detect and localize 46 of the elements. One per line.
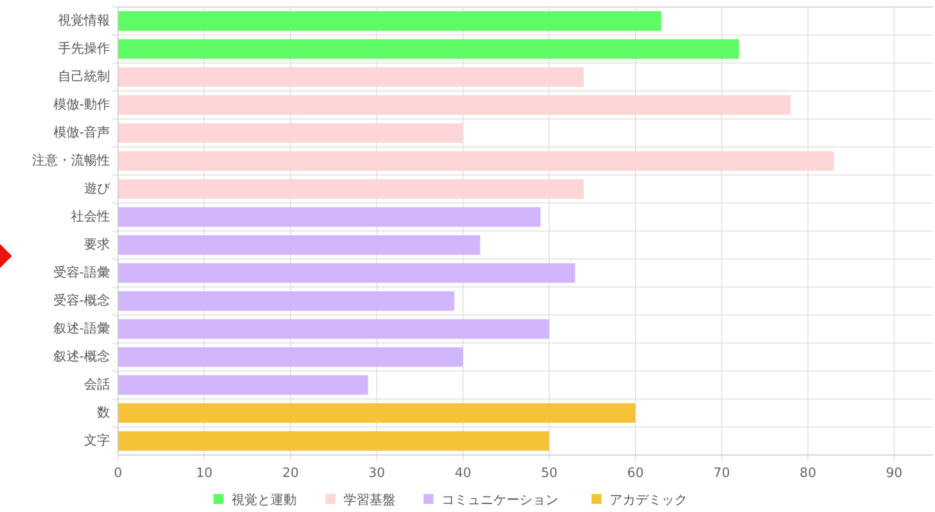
y-tick-label: 要求 bbox=[84, 238, 110, 252]
bar bbox=[118, 179, 584, 199]
x-tick-label: 60 bbox=[627, 466, 644, 481]
y-tick-label: 受容-語彙 bbox=[53, 264, 110, 280]
legend-label: コミュニケーション bbox=[442, 493, 558, 508]
y-tick-label: 模倣-動作 bbox=[53, 98, 110, 112]
bar bbox=[118, 95, 791, 115]
bar bbox=[118, 235, 480, 255]
legend-label: アカデミック bbox=[610, 493, 688, 508]
y-tick-label: 数 bbox=[97, 406, 110, 420]
y-tick-label: 文字 bbox=[84, 432, 110, 448]
bar bbox=[118, 347, 463, 367]
x-tick-label: 40 bbox=[454, 466, 472, 481]
y-tick-label: 叙述-概念 bbox=[53, 350, 110, 364]
x-tick-label: 80 bbox=[800, 466, 816, 481]
y-tick-label: 注意・流暢性 bbox=[32, 152, 110, 168]
x-tick-label: 20 bbox=[282, 466, 299, 481]
bar bbox=[118, 151, 834, 171]
bar bbox=[118, 39, 739, 59]
y-tick-label: 会話 bbox=[84, 378, 110, 392]
bar bbox=[118, 431, 550, 451]
x-tick-label: 10 bbox=[196, 466, 213, 481]
bar bbox=[118, 11, 662, 31]
y-tick-label: 自己統制 bbox=[58, 70, 110, 84]
y-tick-label: 手先操作 bbox=[58, 42, 110, 56]
x-tick-label: 30 bbox=[368, 466, 386, 481]
y-tick-label: 視覚情報 bbox=[58, 14, 110, 28]
x-tick-label: 90 bbox=[886, 466, 902, 481]
x-tick-label: 70 bbox=[713, 466, 730, 481]
y-tick-label: 遊び bbox=[84, 182, 111, 196]
bar bbox=[118, 207, 541, 227]
x-tick-label: 0 bbox=[114, 466, 122, 481]
bar bbox=[118, 67, 584, 87]
bar bbox=[118, 403, 636, 423]
legend-label: 視覚と運動 bbox=[232, 493, 296, 508]
bar bbox=[118, 263, 576, 283]
y-tick-label: 叙述-語彙 bbox=[53, 322, 110, 336]
x-tick-label: 50 bbox=[540, 466, 558, 481]
bar bbox=[118, 123, 463, 143]
bar bbox=[118, 319, 550, 339]
legend-label: 学習基盤 bbox=[344, 493, 396, 508]
y-tick-label: 受容-概念 bbox=[53, 292, 110, 308]
bar bbox=[118, 375, 368, 395]
y-tick-label: 模倣-音声 bbox=[53, 126, 110, 140]
y-tick-label: 社会性 bbox=[71, 210, 110, 224]
bar bbox=[118, 291, 454, 311]
